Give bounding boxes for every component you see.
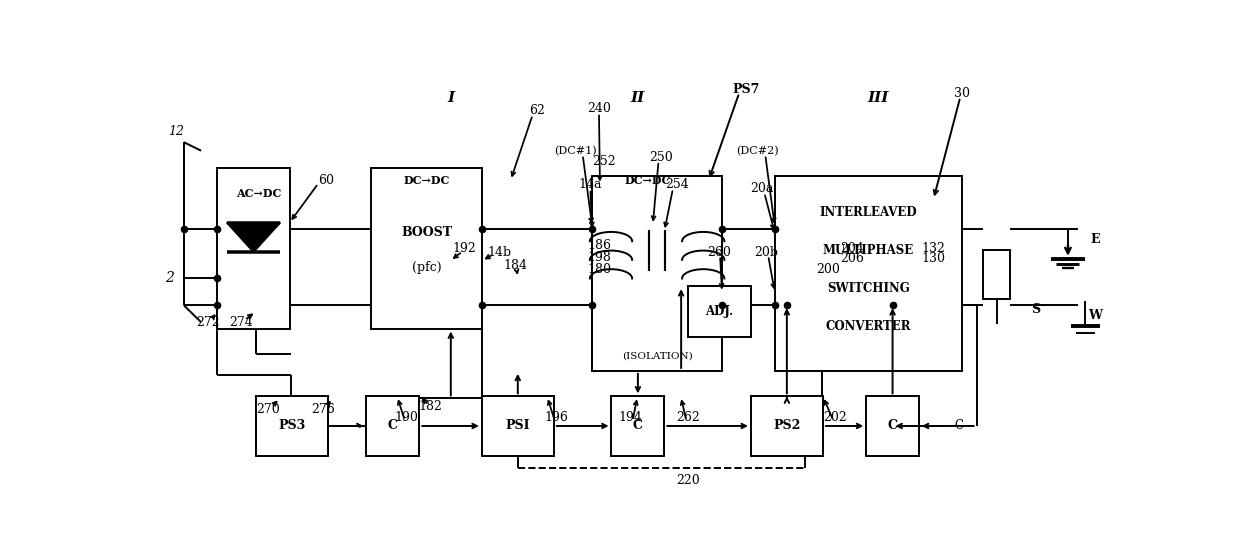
Text: CONVERTER: CONVERTER	[826, 320, 911, 333]
Bar	[255, 397, 327, 455]
Text: SWITCHING: SWITCHING	[827, 282, 910, 295]
Text: W: W	[1087, 309, 1102, 322]
Text: 184: 184	[503, 258, 527, 272]
Text: I: I	[446, 91, 454, 104]
Text: (ISOLATION): (ISOLATION)	[621, 351, 692, 361]
Text: 198: 198	[587, 251, 611, 264]
Text: 2: 2	[165, 271, 174, 285]
Text: (DC#2): (DC#2)	[737, 146, 779, 156]
Text: BOOST: BOOST	[401, 226, 453, 239]
Text: INTERLEAVED: INTERLEAVED	[820, 206, 918, 218]
Text: 196: 196	[544, 411, 569, 424]
Text: 180: 180	[587, 263, 611, 276]
Text: 276: 276	[311, 403, 335, 416]
Text: 200: 200	[816, 263, 839, 276]
Text: DC→DC: DC→DC	[624, 175, 671, 186]
Text: 252: 252	[591, 155, 615, 168]
Text: 274: 274	[229, 316, 253, 329]
Bar	[866, 397, 919, 455]
Text: 130: 130	[921, 252, 945, 265]
Text: 194: 194	[619, 411, 642, 424]
Text: (DC#1): (DC#1)	[554, 146, 598, 156]
Text: 60: 60	[317, 174, 334, 187]
Text: 254: 254	[665, 178, 688, 191]
Text: PS3: PS3	[278, 420, 305, 432]
Text: S: S	[1030, 303, 1040, 316]
Text: 62: 62	[529, 104, 546, 117]
Text: PS2: PS2	[774, 420, 801, 432]
Text: 14a: 14a	[579, 178, 603, 191]
Text: 220: 220	[677, 474, 701, 487]
Text: PSI: PSI	[506, 420, 529, 432]
Text: C: C	[388, 420, 398, 432]
Bar	[367, 397, 419, 455]
Text: C: C	[632, 420, 642, 432]
Text: 250: 250	[650, 151, 673, 163]
Text: III: III	[868, 91, 889, 104]
Text: 20b: 20b	[754, 246, 779, 259]
Bar	[983, 250, 1011, 299]
Text: (pfc): (pfc)	[412, 261, 441, 274]
Bar	[593, 176, 722, 371]
Text: C: C	[954, 420, 963, 432]
Text: 272: 272	[196, 316, 219, 329]
Bar	[217, 168, 290, 328]
Bar	[775, 176, 962, 371]
Text: II: II	[631, 91, 645, 104]
Text: 12: 12	[169, 125, 185, 138]
Text: 14b: 14b	[487, 246, 511, 259]
Text: 190: 190	[394, 411, 419, 424]
Polygon shape	[227, 223, 280, 252]
Text: 182: 182	[419, 400, 443, 414]
Text: AC→DC: AC→DC	[236, 188, 281, 199]
Text: 192: 192	[453, 241, 476, 255]
Bar	[371, 168, 481, 328]
Bar	[688, 286, 751, 337]
Text: PS7: PS7	[733, 83, 760, 96]
Text: ADJ.: ADJ.	[706, 305, 734, 318]
Text: 202: 202	[823, 411, 847, 424]
Text: E: E	[1090, 233, 1100, 246]
Text: MULTIPHASE: MULTIPHASE	[823, 244, 914, 257]
Text: 204: 204	[839, 241, 864, 255]
Text: 270: 270	[257, 403, 280, 416]
Text: 206: 206	[839, 252, 864, 265]
Text: DC→DC: DC→DC	[403, 175, 450, 186]
Text: 132: 132	[921, 241, 945, 255]
Bar	[611, 397, 665, 455]
Text: 260: 260	[707, 246, 732, 259]
Bar	[481, 397, 554, 455]
Text: 240: 240	[587, 102, 611, 115]
Bar	[751, 397, 823, 455]
Text: 186: 186	[587, 239, 611, 252]
Text: 20a: 20a	[750, 182, 774, 195]
Text: 262: 262	[677, 411, 701, 424]
Text: C: C	[888, 420, 898, 432]
Text: 30: 30	[955, 87, 970, 100]
